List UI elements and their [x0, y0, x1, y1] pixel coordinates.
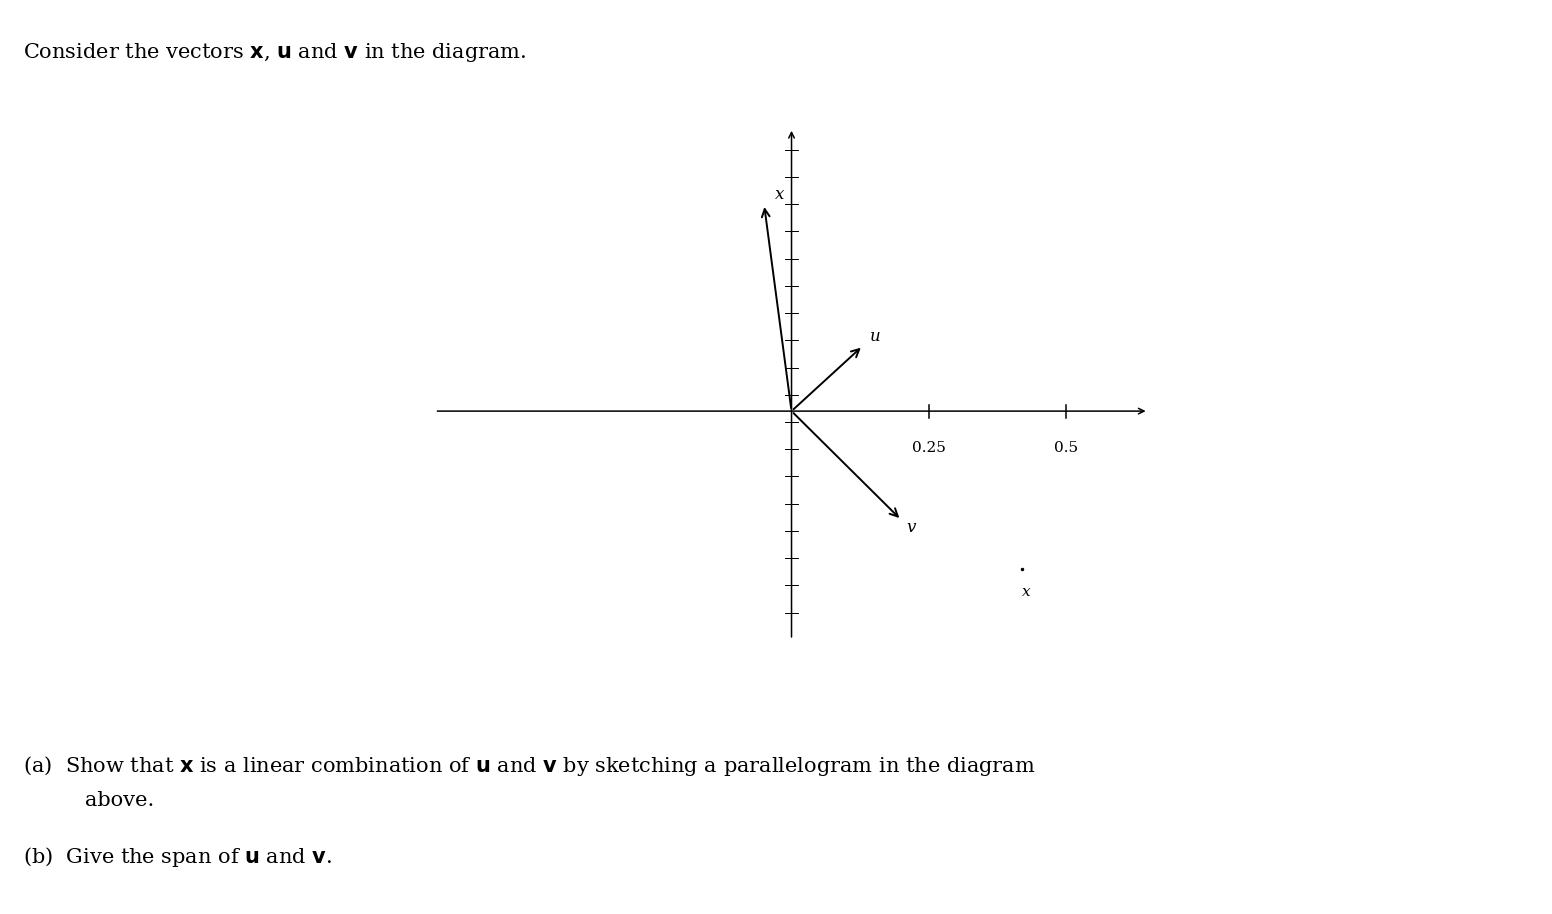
Text: above.: above. [85, 791, 155, 810]
Text: (b)  Give the span of $\mathbf{u}$ and $\mathbf{v}$.: (b) Give the span of $\mathbf{u}$ and $\… [23, 845, 332, 869]
Text: Consider the vectors $\mathbf{x}$, $\mathbf{u}$ and $\mathbf{v}$ in the diagram.: Consider the vectors $\mathbf{x}$, $\mat… [23, 41, 526, 64]
Text: 0.25: 0.25 [913, 441, 945, 455]
Text: x: x [1023, 585, 1031, 600]
Text: x: x [774, 186, 784, 203]
Text: v: v [906, 519, 916, 536]
Text: 0.5: 0.5 [1054, 441, 1079, 455]
Text: (a)  Show that $\mathbf{x}$ is a linear combination of $\mathbf{u}$ and $\mathbf: (a) Show that $\mathbf{x}$ is a linear c… [23, 754, 1035, 778]
Text: u: u [869, 328, 880, 345]
